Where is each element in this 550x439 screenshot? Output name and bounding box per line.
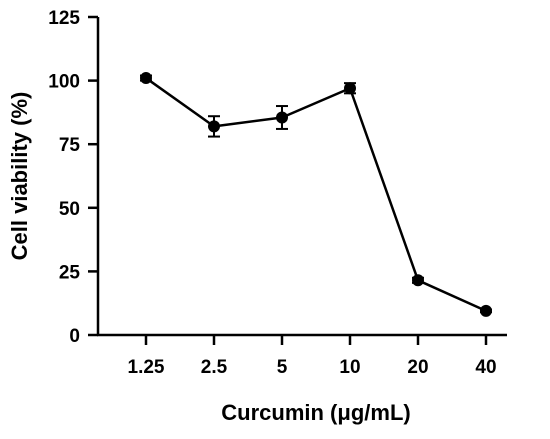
data-point (480, 304, 492, 317)
data-point (344, 82, 356, 95)
x-tick-label: 2.5 (201, 357, 228, 378)
y-tick-label: 25 (59, 262, 81, 283)
y-tick-label: 75 (59, 135, 81, 156)
y-ticks: 0 25 50 75 100 125 (48, 8, 98, 347)
y-tick-label: 125 (48, 8, 80, 29)
series-layer (140, 72, 492, 317)
y-tick-label: 50 (59, 199, 80, 220)
x-tick-label: 5 (277, 357, 288, 378)
x-tick-label: 1.25 (128, 357, 165, 378)
x-tick-label: 10 (339, 357, 360, 378)
y-tick-label: 100 (48, 72, 80, 93)
y-tick-label: 0 (69, 326, 80, 347)
series-line (145, 77, 487, 312)
data-point (208, 120, 220, 133)
y-axis-title: Cell viability (%) (7, 92, 32, 261)
x-ticks: 1.25 2.5 5 10 20 40 (128, 335, 497, 378)
plot-area: 0 25 50 75 100 125 1.25 2.5 5 10 20 40 (48, 8, 507, 378)
data-point (412, 274, 424, 287)
x-tick-label: 40 (475, 357, 496, 378)
data-point (140, 72, 152, 85)
x-tick-label: 20 (407, 357, 428, 378)
data-point (276, 111, 288, 124)
x-axis-title: Curcumin (μg/mL) (221, 400, 410, 425)
